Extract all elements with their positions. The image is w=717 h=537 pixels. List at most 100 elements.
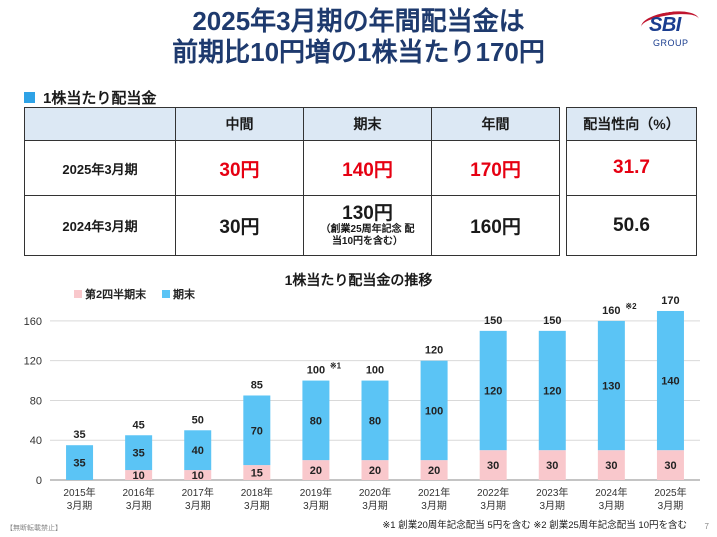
- bar-segment: [656, 450, 684, 480]
- square-bullet-icon: [24, 92, 35, 103]
- data-label: 70: [251, 425, 263, 437]
- data-label: 120: [484, 386, 502, 398]
- x-tick-label: 3月期: [539, 500, 565, 512]
- section-heading-text: 1株当たり配当金: [43, 90, 157, 107]
- x-tick-label: 2020年: [359, 486, 391, 499]
- y-tick-label: 0: [36, 475, 42, 487]
- data-label: 10: [133, 470, 145, 482]
- total-footnote-mark: ※1: [330, 362, 342, 371]
- x-tick-label: 3月期: [244, 500, 270, 512]
- chart-title: 1株当たり配当金の推移: [284, 272, 433, 288]
- table-row: 2025年3月期 30円 140円 170円: [24, 140, 560, 196]
- x-tick-label: 3月期: [185, 500, 211, 512]
- payout-2025: 31.7: [566, 140, 697, 196]
- bar-segment: [184, 430, 212, 471]
- x-tick-label: 3月期: [421, 500, 447, 512]
- data-label: 20: [369, 465, 381, 477]
- data-label: 30: [546, 460, 558, 472]
- x-tick-label: 3月期: [303, 500, 329, 512]
- logo-brand: SBI: [649, 14, 681, 36]
- data-label: 35: [133, 448, 145, 460]
- title-line-1: 2025年3月期の年間配当金は: [192, 6, 525, 36]
- total-label: 120: [425, 345, 443, 357]
- dividend-table: 中間 期末 年間 2025年3月期 30円 140円 170円 2024年3月期…: [24, 107, 560, 256]
- data-label: 20: [310, 465, 322, 477]
- bar-segment: [479, 330, 507, 451]
- x-tick-label: 3月期: [126, 500, 152, 512]
- bar-segment: [597, 320, 625, 451]
- bar-segment: [125, 470, 153, 480]
- section-heading: 1株当たり配当金: [24, 87, 156, 108]
- payout-ratio-table: 配当性向（%） 31.7 50.6: [566, 107, 697, 256]
- page-title: 2025年3月期の年間配当金は 前期比10円増の1株当たり170円: [0, 6, 717, 68]
- x-tick-label: 3月期: [67, 500, 93, 512]
- total-label: 45: [133, 419, 145, 431]
- data-label: 130: [602, 381, 620, 393]
- interim-2025: 30円: [175, 140, 304, 196]
- data-label: 80: [310, 415, 322, 427]
- payout-header: 配当性向（%）: [566, 107, 697, 141]
- x-tick-label: 2017年: [182, 486, 214, 499]
- payout-2024: 50.6: [566, 195, 697, 256]
- data-label: 120: [543, 386, 561, 398]
- data-label: 100: [425, 405, 443, 417]
- data-label: 80: [369, 415, 381, 427]
- total-label: 160: [602, 305, 620, 317]
- total-label: 50: [192, 414, 204, 426]
- x-tick-label: 2015年: [63, 486, 95, 499]
- x-tick-label: 3月期: [362, 500, 388, 512]
- header-interim: 中間: [175, 107, 304, 141]
- bar-segment: [243, 465, 271, 480]
- table-row: 2024年3月期 30円 130円 （創業25周年記念 配当10円を含む） 16…: [24, 195, 560, 256]
- total-label: 35: [73, 429, 85, 441]
- x-tick-label: 3月期: [658, 500, 684, 512]
- bar-segment: [184, 470, 212, 480]
- x-tick-label: 2023年: [536, 486, 568, 499]
- header-year-end: 期末: [303, 107, 432, 141]
- y-tick-label: 40: [30, 435, 42, 447]
- data-label: 35: [73, 458, 85, 470]
- x-tick-label: 3月期: [599, 500, 625, 512]
- bar-segment: [361, 380, 389, 461]
- legend-swatch: [162, 290, 170, 298]
- disclaimer: 【無断転載禁止】: [6, 525, 62, 532]
- x-tick-label: 2021年: [418, 486, 450, 499]
- header-blank: [24, 107, 176, 141]
- legend-label: 期末: [173, 287, 196, 301]
- header-annual: 年間: [431, 107, 560, 141]
- annual-2025: 170円: [431, 140, 560, 196]
- total-label: 150: [543, 315, 561, 327]
- data-label: 40: [192, 445, 204, 457]
- bar-segment: [420, 360, 448, 461]
- year-end-2024: 130円: [342, 202, 393, 224]
- data-label: 20: [428, 465, 440, 477]
- data-label: 10: [192, 470, 204, 482]
- total-label: 170: [661, 295, 679, 307]
- bar-segment: [302, 380, 330, 461]
- row-label-2025: 2025年3月期: [24, 140, 176, 196]
- x-tick-label: 2018年: [241, 486, 273, 499]
- total-label: 150: [484, 315, 502, 327]
- y-tick-label: 160: [24, 316, 42, 328]
- x-tick-label: 2025年: [654, 486, 686, 499]
- legend-swatch: [74, 290, 82, 298]
- bar-segment: [479, 450, 507, 480]
- bar-segment: [66, 445, 94, 480]
- bar-segment: [302, 460, 330, 480]
- bar-segment: [420, 460, 448, 480]
- total-label: 85: [251, 379, 263, 391]
- interim-2024: 30円: [175, 195, 304, 256]
- x-tick-label: 2022年: [477, 486, 509, 499]
- x-tick-label: 2024年: [595, 486, 627, 499]
- bar-segment: [243, 395, 271, 466]
- dividend-table-header-row: 中間 期末 年間: [24, 107, 560, 141]
- bar-segment: [538, 330, 566, 451]
- annual-2024: 160円: [431, 195, 560, 256]
- year-end-2024-cell: 130円 （創業25周年記念 配当10円を含む）: [303, 195, 432, 256]
- bar-segment: [538, 450, 566, 480]
- total-label: 100: [307, 365, 325, 377]
- sbi-group-logo: SBI GROUP: [639, 8, 707, 54]
- total-footnote-mark: ※2: [625, 302, 637, 311]
- page-number: 7: [704, 522, 709, 531]
